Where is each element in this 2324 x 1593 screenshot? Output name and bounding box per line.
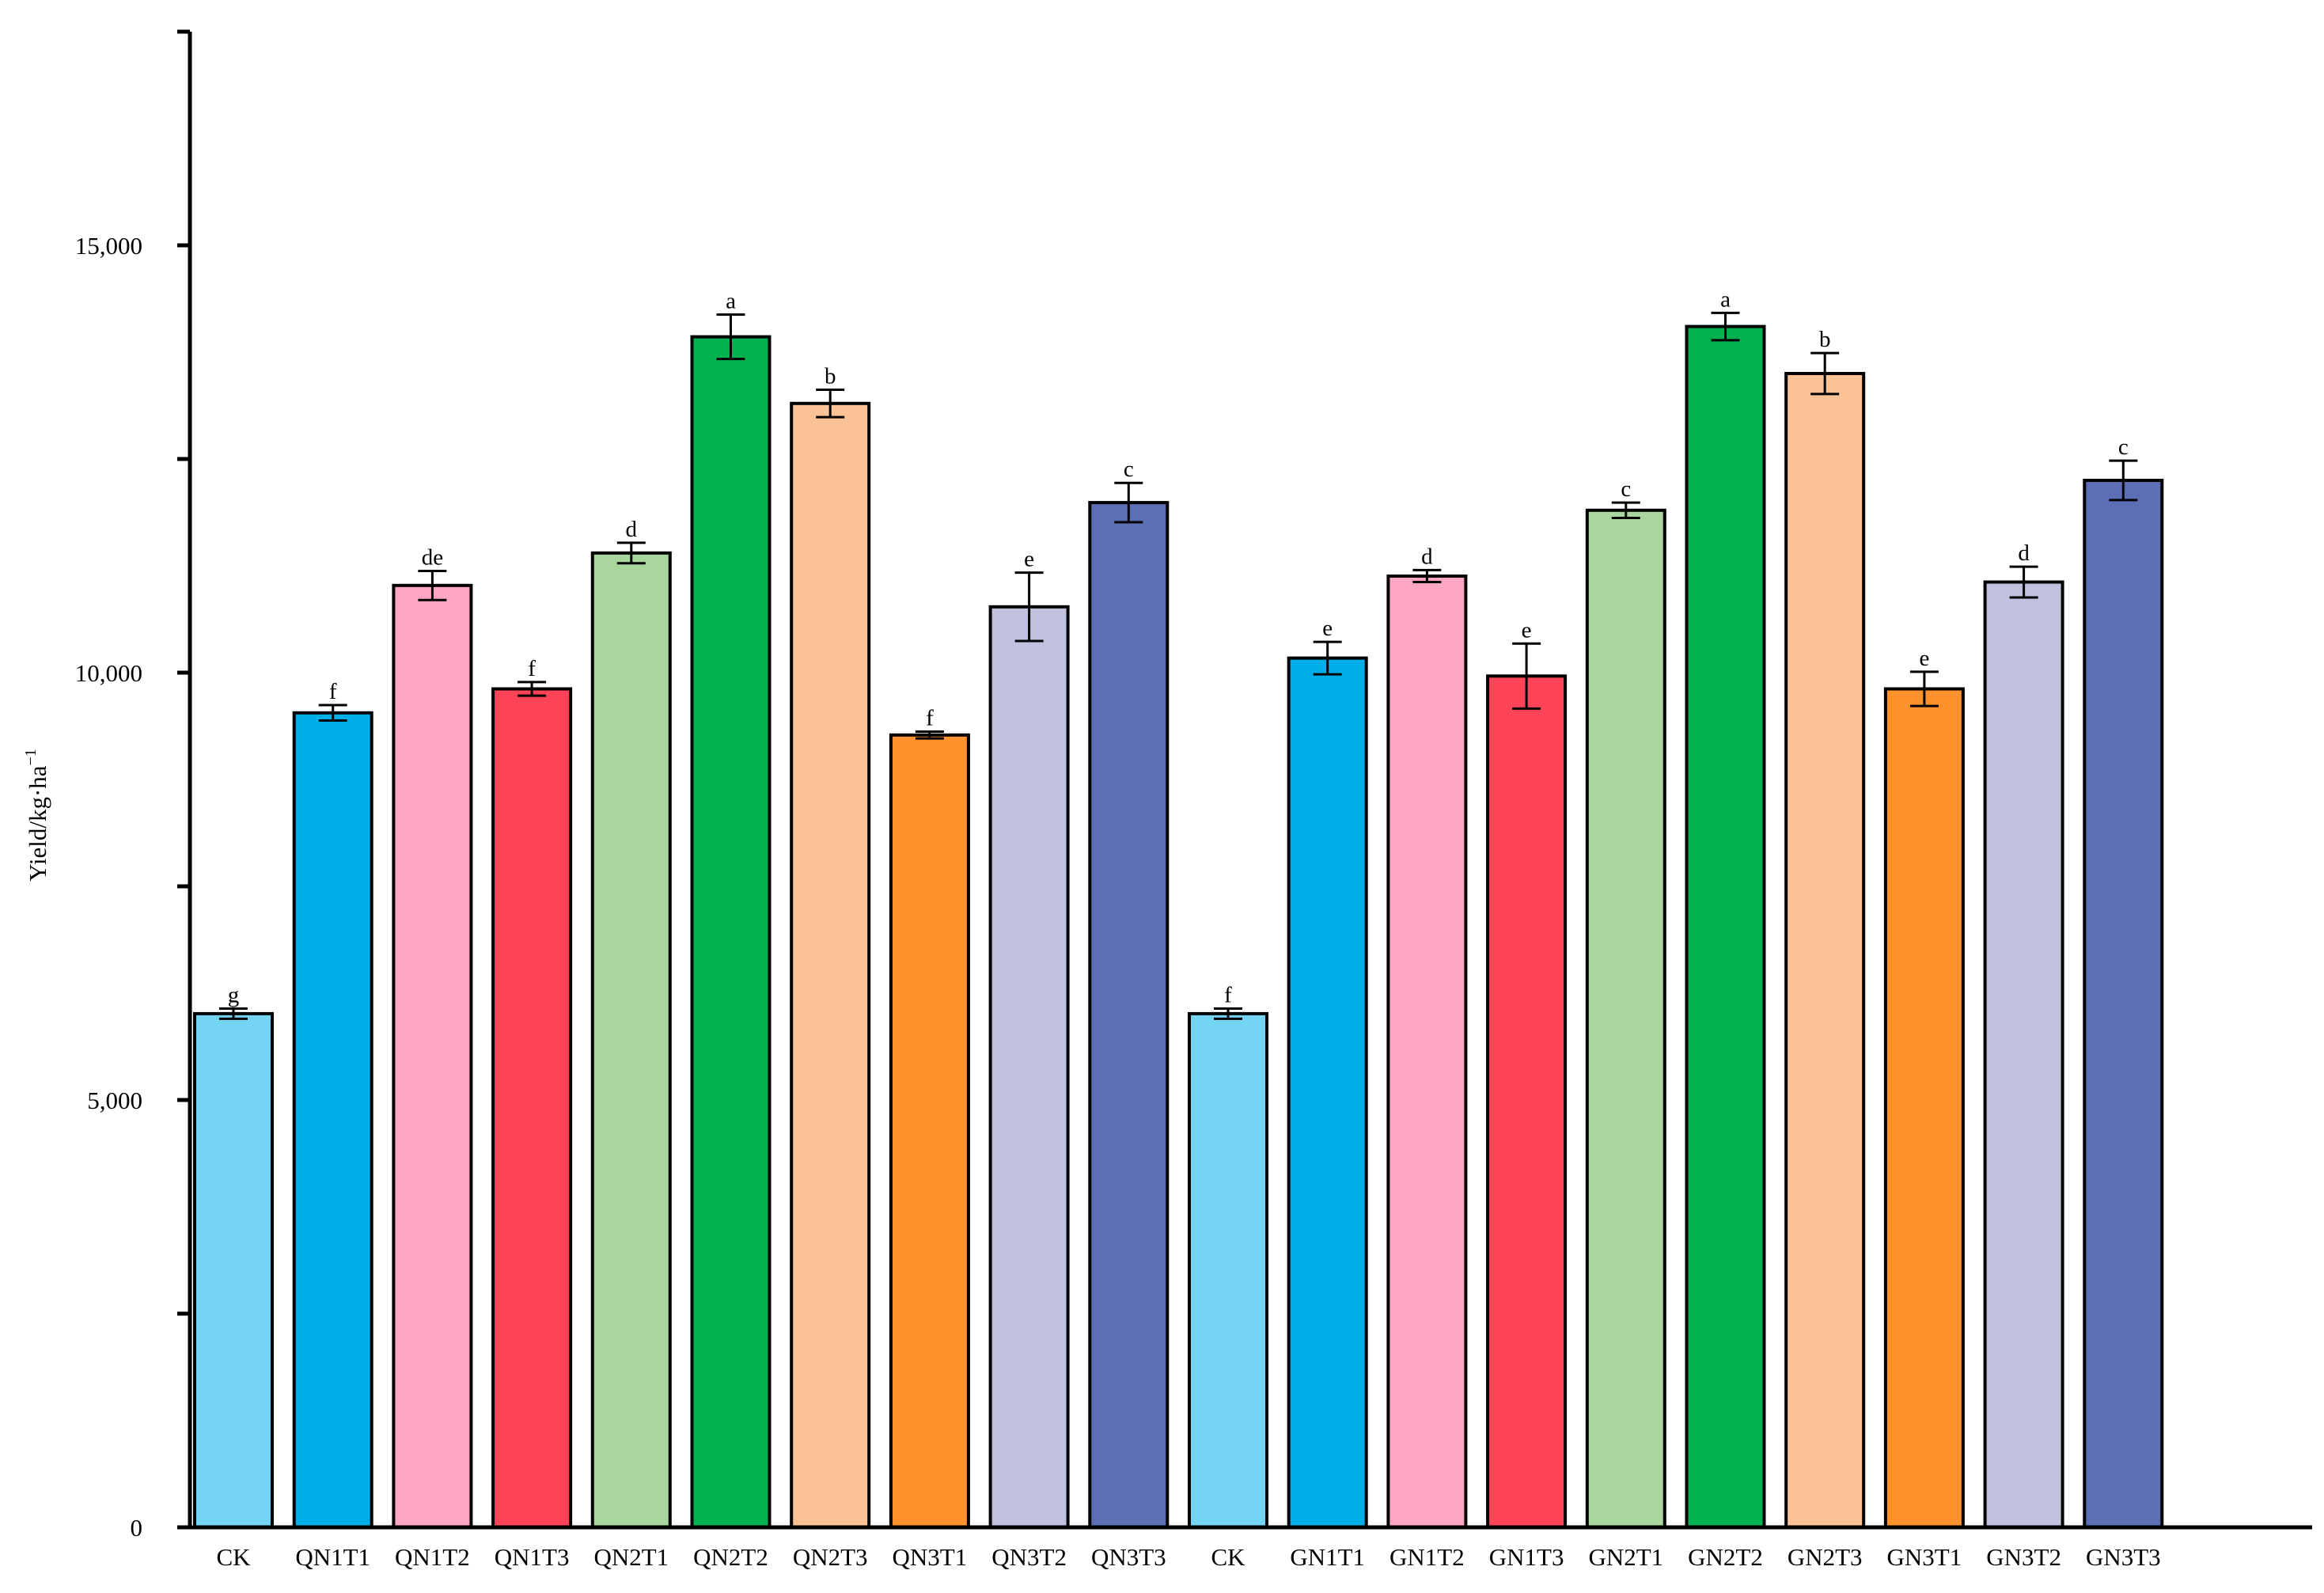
significance-label-10: f: [1224, 982, 1232, 1007]
y-axis-title-superscript: −1: [22, 749, 40, 765]
significance-label-7: f: [926, 706, 934, 731]
significance-label-2: de: [422, 545, 443, 571]
bar-qn2t2-5: [690, 335, 772, 1530]
axes-layer: [188, 32, 2312, 1530]
x-tick-label-19: GN3T3: [2086, 1543, 2161, 1571]
bars-layer: [193, 324, 2164, 1530]
error-bar-18: [2009, 565, 2038, 599]
significance-label-8: e: [1024, 547, 1034, 572]
error-bar-13: [1512, 642, 1541, 710]
significance-label-19: c: [2118, 434, 2129, 460]
error-bar-8: [1014, 571, 1044, 643]
error-bar-12: [1412, 568, 1442, 584]
significance-label-11: e: [1322, 616, 1333, 641]
error-bars-layer: [219, 311, 2138, 1020]
bar-qn3t3-9: [1088, 501, 1170, 1529]
y-tick-label-2: 10,000: [75, 659, 142, 687]
error-bar-5: [716, 313, 745, 361]
bar-gn1t3-13: [1486, 674, 1568, 1529]
x-tick-label-0: CK: [216, 1543, 251, 1571]
significance-label-15: a: [1720, 286, 1731, 312]
significance-label-13: e: [1522, 617, 1532, 643]
x-tick-label-5: QN2T2: [693, 1543, 768, 1571]
error-bar-15: [1711, 311, 1740, 342]
x-tick-label-2: QN1T2: [395, 1543, 470, 1571]
significance-label-0: g: [228, 982, 240, 1007]
x-tick-label-10: CK: [1211, 1543, 1245, 1571]
significance-label-18: d: [2018, 540, 2030, 566]
bar-qn3t1-7: [889, 733, 970, 1529]
error-bar-2: [418, 569, 447, 601]
significance-label-16: b: [1819, 327, 1831, 352]
significance-label-12: d: [1421, 544, 1433, 569]
bar-gn1t2-12: [1386, 575, 1468, 1529]
error-bar-0: [219, 1007, 248, 1020]
significance-label-3: f: [528, 656, 536, 681]
y-tick-label-1: 5,000: [87, 1087, 142, 1114]
error-bar-9: [1114, 481, 1143, 524]
y-axis-title: Yield/kg·ha−1: [22, 749, 51, 882]
x-tick-label-7: QN3T1: [893, 1543, 968, 1571]
category-labels-layer: CK QN1T1 QN1T2 QN1T3 QN2T1 QN2T2 QN2T3 QN3T1 QN3…: [216, 1543, 2160, 1571]
significance-label-1: f: [329, 679, 337, 704]
error-bar-6: [816, 389, 845, 419]
x-tick-label-13: GN1T3: [1489, 1543, 1564, 1571]
bar-gn3t1-17: [1883, 687, 1965, 1529]
error-bar-4: [616, 541, 646, 565]
error-bar-10: [1214, 1007, 1242, 1020]
x-tick-label-9: QN3T3: [1091, 1543, 1166, 1571]
y-tick-label-3: 15,000: [75, 232, 142, 260]
error-bar-16: [1810, 351, 1840, 396]
error-bar-11: [1313, 640, 1342, 676]
bar-gn1t1-11: [1287, 656, 1368, 1529]
error-bar-17: [1909, 670, 1939, 707]
x-tick-label-6: QN2T3: [793, 1543, 868, 1571]
x-tick-label-17: GN3T1: [1887, 1543, 1962, 1571]
x-tick-label-8: QN3T2: [991, 1543, 1067, 1571]
x-tick-label-4: QN2T1: [593, 1543, 669, 1571]
bar-qn3t2-8: [988, 605, 1070, 1529]
significance-label-9: c: [1124, 457, 1134, 482]
bar-ck-0: [193, 1011, 274, 1529]
bar-qn2t3-6: [790, 401, 871, 1529]
bar-ck-10: [1188, 1011, 1268, 1529]
x-tick-label-12: GN1T2: [1389, 1543, 1465, 1571]
x-tick-label-18: GN3T2: [1986, 1543, 2061, 1571]
x-tick-label-1: QN1T1: [295, 1543, 370, 1571]
significance-label-5: a: [726, 289, 736, 314]
significance-label-6: b: [825, 364, 836, 389]
bar-gn2t2-15: [1685, 324, 1766, 1530]
error-bar-3: [517, 681, 547, 697]
error-bar-19: [2109, 459, 2138, 502]
x-tick-label-15: GN2T2: [1688, 1543, 1763, 1571]
significance-label-14: c: [1621, 476, 1631, 502]
bar-qn1t2-2: [392, 583, 473, 1529]
x-tick-label-14: GN2T1: [1588, 1543, 1663, 1571]
bar-gn3t2-18: [1983, 580, 2064, 1529]
y-tick-label-0: 0: [131, 1514, 143, 1542]
bar-gn3t3-19: [2083, 479, 2164, 1529]
x-tick-label-11: GN1T1: [1290, 1543, 1365, 1571]
error-bar-14: [1611, 501, 1640, 520]
bar-gn2t1-14: [1585, 508, 1666, 1529]
y-ticks-layer: 0 5,000 10,000 15,000: [75, 29, 190, 1542]
bar-qn1t1-1: [292, 711, 373, 1529]
error-bar-1: [318, 704, 347, 722]
bar-qn1t3-3: [491, 687, 573, 1529]
x-tick-label-16: GN2T3: [1788, 1543, 1863, 1571]
x-tick-label-3: QN1T3: [495, 1543, 570, 1571]
significance-label-17: e: [1919, 646, 1929, 671]
significance-label-4: d: [626, 517, 638, 542]
bar-qn2t1-4: [590, 551, 672, 1529]
error-bar-7: [915, 730, 944, 740]
bar-gn2t3-16: [1784, 372, 1866, 1529]
y-axis-title-text: Yield/kg·ha: [24, 765, 51, 882]
